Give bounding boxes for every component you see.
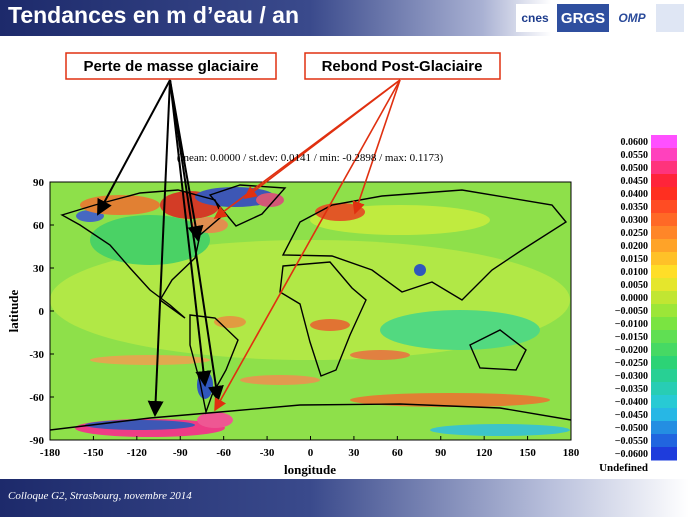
y-tick-label: -90 [29,435,44,447]
colorbar-swatch [651,421,677,435]
logo: GRGS [557,4,609,32]
map-stats: (mean: 0.0000 / st.dev: 0.0141 / min: -0… [177,152,444,164]
colorbar-label: 0.0050 [621,280,649,291]
colorbar-swatch [651,161,677,175]
x-tick-label: 90 [435,447,447,459]
colorbar-swatch [651,356,677,370]
colorbar-label: −0.0550 [615,436,648,447]
slide-title: Tendances en m d’eau / an [8,2,299,28]
trend-field [50,182,571,440]
colorbar-swatch [651,317,677,331]
header-bar: Tendances en m d’eau / an cnes GRGS OMP [0,0,689,36]
colorbar-label: 0.0100 [621,267,649,278]
annotation-box [304,52,501,80]
colorbar-label: 0.0150 [621,254,649,265]
footer-text: Colloque G2, Strasbourg, novembre 2014 [8,490,192,502]
colorbar-swatch [651,265,677,279]
arrows-black [97,79,224,417]
y-tick-label: -60 [29,392,44,404]
x-tick-label: -60 [216,447,231,459]
y-axis-label: latitude [6,289,21,332]
colorbar-label: −0.0250 [615,358,648,369]
colorbar-swatch [651,252,677,266]
arrows-red [213,79,401,412]
colorbar-undefined: Undefined [599,462,648,474]
x-tick-label: -30 [260,447,275,459]
colorbar-label: 0.0600 [621,137,649,148]
x-tick-label: 120 [476,447,493,459]
colorbar-swatch [651,148,677,162]
colorbar-swatch [651,330,677,344]
colorbar-swatch [651,434,677,448]
x-tick-label: -150 [83,447,104,459]
colorbar-label: 0.0400 [621,189,649,200]
colorbar-label: 0.0250 [621,228,649,239]
x-axis-label: longitude [284,462,336,477]
annotation-box [65,52,277,80]
colorbar-label: −0.0500 [615,423,648,434]
colorbar-label: 0.0500 [621,163,649,174]
colorbar-swatch [651,304,677,318]
logo: OMP [612,4,652,32]
colorbar-swatch [651,135,677,149]
x-tick-label: 30 [348,447,360,459]
logo: cnes [516,4,554,32]
logo-icon [656,4,684,32]
colorbar-label: −0.0400 [615,397,648,408]
colorbar-swatch [651,278,677,292]
colorbar-label: 0.0300 [621,215,649,226]
colorbar-label: 0.0200 [621,241,649,252]
colorbar-swatch [651,382,677,396]
x-tick-label: -90 [173,447,188,459]
map-figure: Perte de masse glaciaire Rebond Post-Gla… [6,52,677,477]
colorbar-label: 0.0550 [621,150,649,161]
colorbar-label: 0.0350 [621,202,649,213]
x-tick-label: -120 [127,447,148,459]
x-tick-label: 180 [563,447,580,459]
colorbar-label: −0.0100 [615,319,648,330]
y-tick-label: 30 [33,263,45,275]
colorbar-label: −0.0450 [615,410,648,421]
colorbar-label: 0.0000 [621,293,649,304]
x-tick-label: 0 [308,447,314,459]
colorbar-label: −0.0300 [615,371,648,382]
y-tick-label: 60 [33,220,45,232]
colorbar-swatch [651,200,677,214]
y-tick-label: 0 [39,306,45,318]
x-tick-label: 150 [519,447,536,459]
y-tick-label: -30 [29,349,44,361]
colorbar-swatch [651,174,677,188]
colorbar-swatch [651,447,677,461]
annotation: Perte de masse glaciaire [83,58,258,75]
colorbar-swatch [651,343,677,357]
colorbar-swatch [651,187,677,201]
colorbar-swatch [651,226,677,240]
colorbar-label: −0.0600 [615,449,648,460]
y-tick-label: 90 [33,177,45,189]
footer-bar: Colloque G2, Strasbourg, novembre 2014 [0,479,689,517]
x-tick-label: 60 [392,447,404,459]
colorbar-swatch [651,213,677,227]
x-tick-label: -180 [40,447,61,459]
colorbar-label: −0.0150 [615,332,648,343]
colorbar-label: −0.0200 [615,345,648,356]
annotation: Rebond Post-Glaciaire [322,58,483,75]
colorbar-swatch [651,395,677,409]
colorbar-label: 0.0450 [621,176,649,187]
colorbar-swatch [651,239,677,253]
colorbar-label: −0.0350 [615,384,648,395]
colorbar-label: −0.0050 [615,306,648,317]
colorbar-swatch [651,408,677,422]
colorbar-swatch [651,291,677,305]
colorbar-swatch [651,369,677,383]
